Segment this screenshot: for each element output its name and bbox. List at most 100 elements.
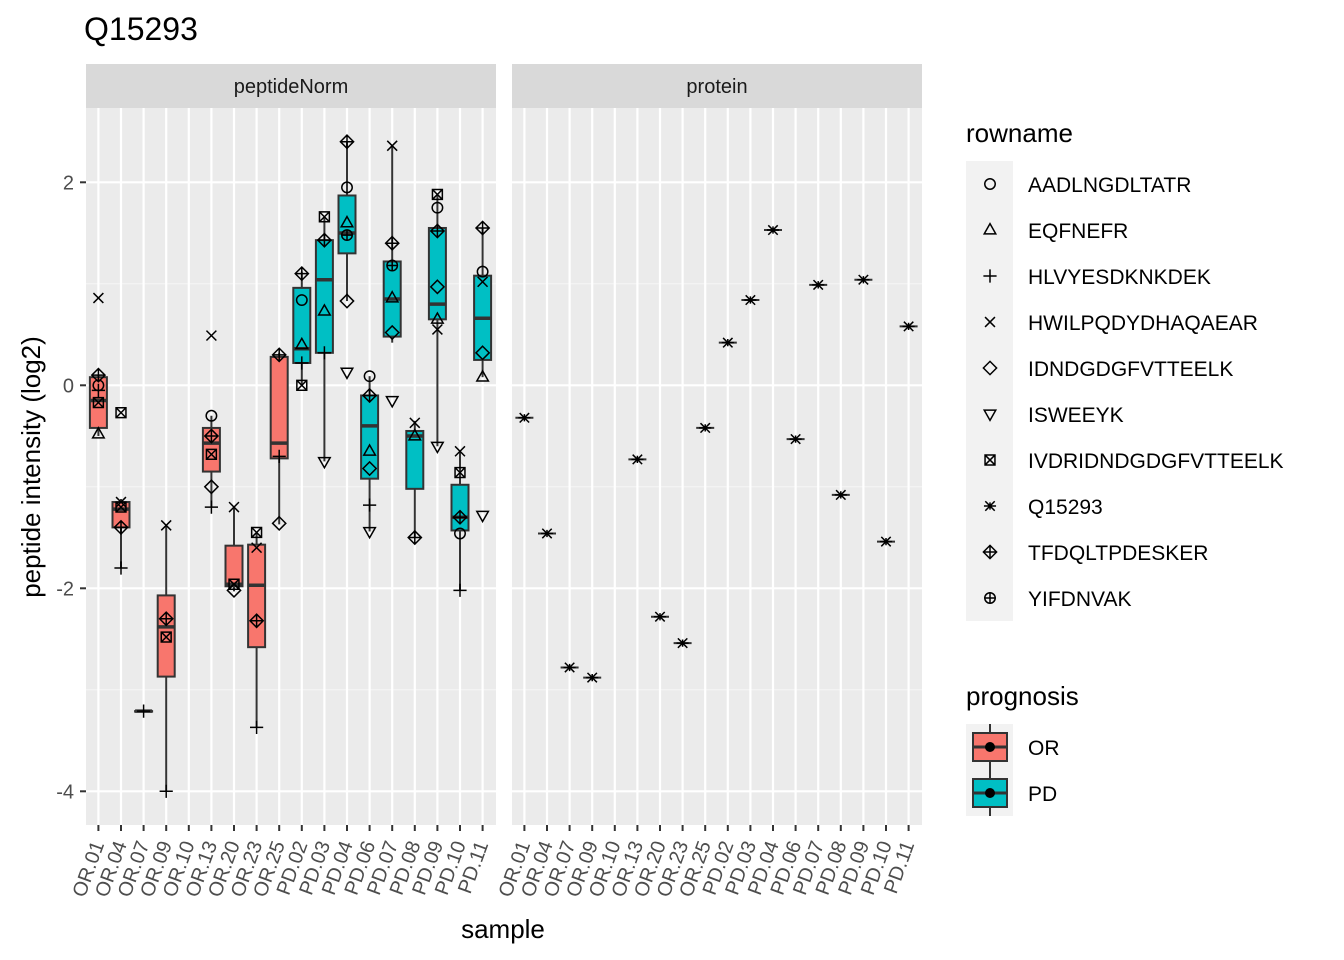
point-TFDQLTPDESKER <box>384 235 400 251</box>
box-body <box>224 544 244 588</box>
box-body <box>292 286 312 364</box>
point-TFDQLTPDESKER <box>361 387 378 404</box>
point-EQFNEFR <box>317 303 332 316</box>
legend-key-triangle-down <box>982 409 998 422</box>
point-ISWEEYK <box>430 441 445 455</box>
point-HWILPQDYDHAQAEAR <box>251 542 263 554</box>
legend-key-square-cross <box>984 454 996 466</box>
point-ISWEEYK <box>385 395 400 409</box>
point-IVDRIDNDGDGFVTTEELK <box>296 379 308 391</box>
chart-title: Q15293 <box>84 11 198 47</box>
legend-prognosis-item: OR <box>972 724 1060 770</box>
legend-key-plus <box>983 269 997 283</box>
legend-key-diamond-plus <box>982 544 998 560</box>
protein-point <box>696 422 715 434</box>
box-PD.09 <box>427 194 447 447</box>
point-IVDRIDNDGDGFVTTEELK <box>92 396 105 409</box>
peptide-points <box>90 134 491 798</box>
panel-background <box>86 108 496 825</box>
point-HLVYESDKNKDEK <box>204 500 218 514</box>
point-Q15293 <box>766 224 780 236</box>
point-IDNDGDGFVTTEELK <box>474 345 491 361</box>
point-IDNDGDGFVTTEELK <box>384 324 400 341</box>
y-tick-label: -4 <box>56 781 74 803</box>
point-EQFNEFR <box>407 428 422 441</box>
point-AADLNGDLTATR <box>205 409 218 422</box>
point-HLVYESDKNKDEK <box>317 346 331 360</box>
point-Q15293 <box>653 611 667 622</box>
point-Q15293 <box>676 637 689 649</box>
point-HWILPQDYDHAQAEAR <box>205 330 217 342</box>
protein-point <box>628 454 647 465</box>
legend-rowname-item: AADLNGDLTATR <box>984 174 1191 197</box>
point-IDNDGDGFVTTEELK <box>271 515 287 532</box>
panel-protein: proteinOR.01OR.04OR.07OR.09OR.10OR.13OR.… <box>495 64 922 900</box>
legend-prognosis-label: OR <box>1028 737 1060 760</box>
legend-rowname-keys-bg <box>966 161 1013 621</box>
box-PD.11 <box>473 227 493 378</box>
legend-key-cross <box>984 316 996 328</box>
point-Q15293 <box>631 454 644 465</box>
point-HLVYESDKNKDEK <box>295 356 309 370</box>
point-TFDQLTPDESKER <box>429 223 446 239</box>
y-axis-label: peptide intensity (log2) <box>16 336 46 598</box>
y-tick-label: 0 <box>63 375 74 397</box>
box-PD.07 <box>382 145 402 343</box>
panel-strip-label: peptideNorm <box>234 76 349 98</box>
legend-prognosis-label: PD <box>1028 783 1057 806</box>
x-axis-label: sample <box>461 914 545 944</box>
point-HWILPQDYDHAQAEAR <box>386 140 398 152</box>
legend-rowname-item: HLVYESDKNKDEK <box>983 266 1211 289</box>
point-IDNDGDGFVTTEELK <box>203 479 220 495</box>
point-TFDQLTPDESKER <box>271 347 287 363</box>
point-TFDQLTPDESKER <box>203 428 220 444</box>
protein-point <box>560 662 579 673</box>
point-IVDRIDNDGDGFVTTEELK <box>250 526 263 539</box>
point-TFDQLTPDESKER <box>248 613 265 629</box>
point-HLVYESDKNKDEK <box>272 449 286 463</box>
legend-rowname-label: ISWEEYK <box>1028 404 1124 427</box>
point-HWILPQDYDHAQAEAR <box>431 323 443 335</box>
legend-rowname-item: IVDRIDNDGDGFVTTEELK <box>984 450 1284 473</box>
point-EQFNEFR <box>430 311 445 324</box>
protein-point <box>538 528 556 539</box>
point-IVDRIDNDGDGFVTTEELK <box>454 466 466 479</box>
point-HWILPQDYDHAQAEAR <box>228 501 240 513</box>
point-HLVYESDKNKDEK <box>250 720 264 734</box>
point-EQFNEFR <box>385 290 400 303</box>
legend-key-triangle <box>982 222 998 235</box>
y-tick-label: -2 <box>56 578 74 600</box>
legend-rowname-label: TFDQLTPDESKER <box>1028 542 1208 565</box>
legend-key-asterisk <box>983 500 997 512</box>
legend-rowname-label: EQFNEFR <box>1028 220 1128 243</box>
box-OR.23 <box>247 532 267 728</box>
point-AADLNGDLTATR <box>295 294 308 307</box>
legend-rowname-label: IDNDGDGFVTTEELK <box>1028 358 1233 381</box>
point-Q15293 <box>857 274 870 285</box>
point-IDNDGDGFVTTEELK <box>339 293 355 309</box>
point-HWILPQDYDHAQAEAR <box>409 417 421 429</box>
point-ISWEEYK <box>362 526 377 540</box>
point-HLVYESDKNKDEK <box>91 383 105 397</box>
protein-point <box>809 279 828 291</box>
point-Q15293 <box>879 536 893 547</box>
legend-prognosis-title: prognosis <box>966 681 1079 711</box>
panel-strip <box>86 64 496 108</box>
legend-rowname-item: YIFDNVAK <box>984 588 1131 611</box>
point-EQFNEFR <box>362 443 377 456</box>
point-AADLNGDLTATR <box>454 527 466 540</box>
point-Q15293 <box>540 528 554 539</box>
protein-point <box>718 337 737 348</box>
point-HLVYESDKNKDEK <box>137 704 151 718</box>
point-IDNDGDGFVTTEELK <box>429 279 446 295</box>
point-AADLNGDLTATR <box>341 181 353 194</box>
legend-prognosis-item: PD <box>972 770 1057 816</box>
point-EQFNEFR <box>91 426 106 439</box>
box-body <box>337 194 357 255</box>
panel-strip-label: protein <box>686 76 747 98</box>
point-EQFNEFR <box>475 369 490 382</box>
point-Q15293 <box>586 672 599 683</box>
point-IVDRIDNDGDGFVTTEELK <box>115 407 127 419</box>
point-HLVYESDKNKDEK <box>363 498 377 512</box>
point-Q15293 <box>563 662 576 673</box>
